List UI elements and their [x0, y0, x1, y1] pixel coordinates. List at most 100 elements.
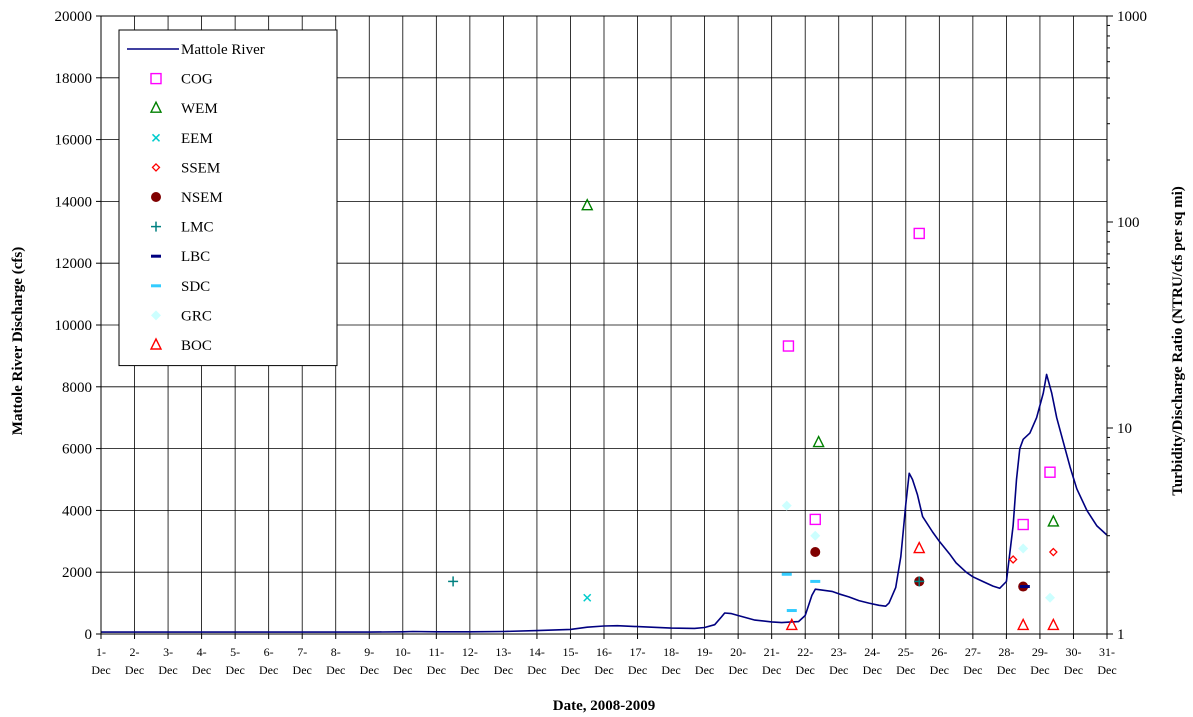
x-tick-label: 30-Dec [1064, 645, 1083, 677]
y-tick-label: 6000 [62, 442, 92, 458]
point-cog [1044, 466, 1056, 478]
legend-label-boc: BOC [181, 338, 212, 354]
y-tick-label: 20000 [55, 9, 93, 25]
legend-swatch-grc [151, 310, 161, 321]
x-tick-label: 15-Dec [561, 645, 580, 677]
point-lmc [914, 576, 925, 587]
x-tick-label: 6-Dec [259, 645, 278, 677]
legend-label-mattole-river: Mattole River [181, 42, 265, 58]
y-tick-label: 16000 [55, 133, 93, 149]
discharge-line [101, 373, 1108, 633]
legend-swatch-cog [150, 72, 162, 85]
point-wem [581, 198, 594, 211]
point-cog [1017, 518, 1029, 531]
point-grc [1044, 592, 1055, 603]
x-tick-label: 3-Dec [158, 645, 177, 677]
x-tick-label: 28-Dec [997, 645, 1016, 677]
y2-tick-label: 10 [1117, 421, 1132, 437]
plot-border [100, 15, 1108, 635]
point-wem [1047, 514, 1060, 527]
point-lbc [1019, 585, 1030, 589]
y2-tick-label: 100 [1117, 215, 1140, 231]
y2-axis-ticks: 1 10 100 1000 [1107, 9, 1147, 643]
legend-swatch-nsem [151, 192, 161, 202]
x-tick-label: 16-Dec [594, 645, 613, 677]
x-tick-label: 20-Dec [728, 645, 747, 677]
point-cog [809, 513, 821, 526]
point-wem [812, 434, 825, 448]
point-sdc [786, 609, 797, 613]
point-lmc [448, 576, 459, 587]
point-sdc [781, 572, 792, 576]
y-tick-label: 12000 [55, 256, 93, 272]
legend-label-wem: WEM [181, 101, 218, 117]
legend: Mattole River COG WEM EEM SSEM NSEM LMC LBC SDC G… [118, 29, 338, 367]
point-grc [781, 500, 792, 511]
legend-swatch-lbc [151, 254, 161, 258]
legend-swatch-boc [149, 337, 163, 350]
legend-label-grc: GRC [181, 308, 212, 324]
point-sdc [810, 579, 821, 583]
x-tick-label: 23-Dec [829, 645, 848, 677]
x-tick-label: 12-Dec [460, 645, 479, 677]
y-tick-label: 4000 [62, 503, 92, 519]
legend-swatch-ssem [151, 162, 161, 172]
x-tick-label: 18-Dec [661, 645, 680, 677]
x-tick-label: 24-Dec [863, 645, 882, 677]
y-tick-label: 14000 [55, 194, 93, 210]
series-line-mattole-river [101, 373, 1108, 633]
x-tick-label: 27-Dec [963, 645, 982, 677]
legend-swatch-wem [149, 100, 163, 113]
point-boc [785, 617, 798, 631]
x-axis-ticks: 1-Dec 2-Dec 3-Dec 4-Dec 5-Dec 6-Dec 7-Dec 8-Dec… [91, 634, 1117, 677]
x-tick-label: 5-Dec [225, 645, 244, 677]
x-tick-label: 25-Dec [896, 645, 915, 677]
y-tick-label: 8000 [62, 380, 92, 396]
x-tick-label: 2-Dec [125, 645, 144, 677]
y-tick-label: 0 [85, 627, 93, 643]
x-tick-label: 17-Dec [628, 645, 647, 677]
legend-label-eem: EEM [181, 131, 213, 147]
scatter-points [448, 198, 1060, 631]
legend-label-sdc: SDC [181, 279, 210, 295]
x-tick-label: 26-Dec [930, 645, 949, 677]
x-tick-label: 1-Dec [91, 645, 110, 677]
legend-label-lbc: LBC [181, 249, 210, 265]
y2-tick-label: 1 [1117, 627, 1125, 643]
point-ssem [1008, 555, 1018, 564]
x-tick-label: 8-Dec [326, 645, 345, 677]
x-tick-label: 7-Dec [293, 645, 312, 677]
y2-axis-title: Turbidity/Discharge Ratio (NTRU/cfs per … [1170, 186, 1186, 496]
x-tick-label: 31-Dec [1097, 645, 1116, 677]
y-axis-ticks: 0 2000 4000 6000 8000 10000 12000 14000 16000 180… [55, 9, 101, 643]
point-boc [1017, 617, 1030, 631]
x-axis-title: Date, 2008-2009 [553, 698, 655, 714]
legend-label-lmc: LMC [181, 220, 214, 236]
point-cog [913, 227, 925, 240]
legend-swatch-lmc [151, 221, 161, 232]
x-tick-label: 10-Dec [393, 645, 412, 677]
point-ssem [1048, 547, 1058, 557]
point-grc [810, 530, 821, 541]
y-tick-label: 18000 [55, 71, 93, 87]
x-tick-label: 9-Dec [360, 645, 379, 677]
legend-label-nsem: NSEM [181, 190, 223, 206]
point-eem [583, 593, 592, 602]
point-nsem [810, 547, 821, 558]
y-tick-label: 2000 [62, 565, 92, 581]
x-tick-label: 11-Dec [427, 645, 446, 677]
x-tick-label: 13-Dec [494, 645, 513, 677]
point-boc [913, 540, 926, 554]
x-tick-label: 21-Dec [762, 645, 781, 677]
y-tick-label: 10000 [55, 318, 93, 334]
x-tick-label: 22-Dec [796, 645, 815, 677]
legend-swatch-eem [151, 133, 161, 142]
legend-label-ssem: SSEM [181, 160, 220, 176]
point-cog [782, 340, 795, 352]
x-tick-label: 29-Dec [1030, 645, 1049, 677]
x-tick-label: 4-Dec [192, 645, 211, 677]
y2-tick-label: 1000 [1117, 9, 1147, 25]
x-tick-label: 19-Dec [695, 645, 714, 677]
legend-swatch-sdc [151, 284, 161, 288]
x-tick-label: 14-Dec [527, 645, 546, 677]
